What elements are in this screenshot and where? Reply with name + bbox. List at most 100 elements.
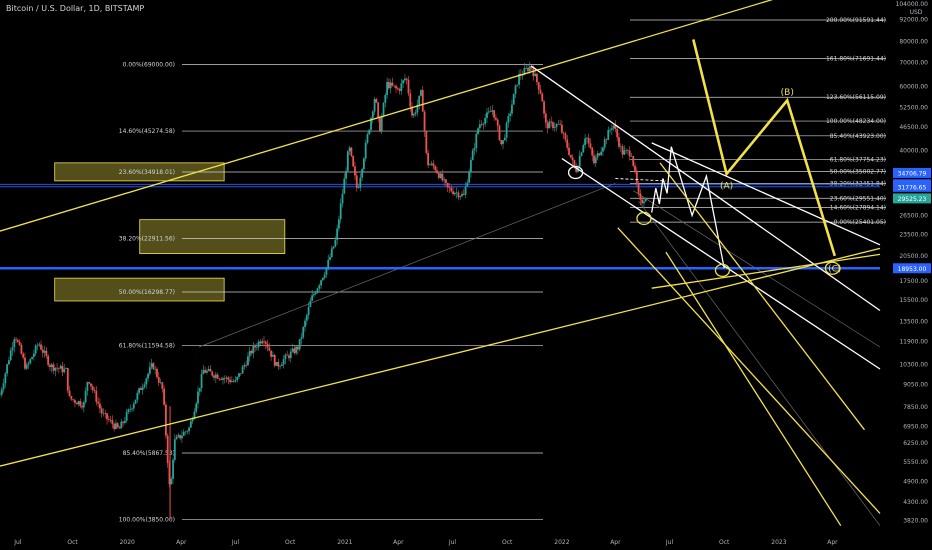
candle-body xyxy=(432,163,435,167)
candle-body xyxy=(24,357,26,369)
candle-body xyxy=(16,340,19,342)
candle-body xyxy=(560,124,563,133)
candle-body xyxy=(161,382,164,389)
y-tick-label: 5550.00 xyxy=(903,459,928,466)
candle-body xyxy=(230,381,233,383)
candle-body xyxy=(159,382,162,384)
candle-body xyxy=(131,408,133,410)
candle-body xyxy=(550,121,553,123)
candle-body xyxy=(63,368,66,373)
candle-body xyxy=(514,85,517,94)
candle-body xyxy=(252,345,255,354)
y-tick-label: 20500.00 xyxy=(899,253,928,260)
projection-line-white-1 xyxy=(561,158,881,370)
candle-body xyxy=(630,156,633,157)
candle-body xyxy=(621,146,624,155)
x-tick-label: Jul xyxy=(448,539,457,546)
x-tick-label: Oct xyxy=(67,539,78,546)
candle-body xyxy=(628,150,631,157)
candle-body xyxy=(318,285,321,289)
candle-body xyxy=(145,378,148,385)
y-tick-label: 3820.00 xyxy=(903,518,928,525)
candle-body xyxy=(22,353,25,358)
candle-body xyxy=(102,413,105,414)
candle-body xyxy=(75,402,78,405)
fib-right-label-6: 50.00%(35002.77) xyxy=(830,169,886,176)
candle-body xyxy=(254,345,256,348)
candle-body xyxy=(111,420,114,425)
x-tick-label: Jul xyxy=(665,539,674,546)
candle-body xyxy=(296,346,299,350)
candle-body xyxy=(602,147,604,152)
candle-body xyxy=(132,403,135,409)
candle-body xyxy=(157,377,160,383)
candle-body xyxy=(8,360,10,365)
candle-body xyxy=(293,348,296,354)
candle-body xyxy=(530,66,533,69)
candle-body xyxy=(612,125,615,129)
candle-body xyxy=(596,153,599,158)
candle-body xyxy=(184,431,187,433)
candle-body xyxy=(314,292,317,295)
candle-body xyxy=(498,125,501,141)
candle-body xyxy=(573,160,576,168)
candle-body xyxy=(43,350,46,353)
candle-body xyxy=(154,368,157,370)
candle-body xyxy=(20,344,23,354)
candle-body xyxy=(204,370,207,373)
candle-body xyxy=(386,82,388,96)
candle-body xyxy=(387,82,390,89)
candle-body xyxy=(148,367,151,374)
trend-line-yellow-4 xyxy=(665,251,842,527)
candle-body xyxy=(214,374,217,378)
fib-box-1 xyxy=(139,219,286,255)
candle-body xyxy=(507,115,510,123)
candle-body xyxy=(68,390,71,397)
candle-body xyxy=(79,401,82,406)
candle-body xyxy=(448,187,451,188)
candle-body xyxy=(502,140,504,145)
candle-body xyxy=(536,73,538,83)
candle-body xyxy=(569,154,572,158)
candle-body xyxy=(518,73,520,85)
candle-body xyxy=(509,113,512,116)
candle-body xyxy=(264,341,267,344)
candle-body xyxy=(396,88,399,90)
candle-body xyxy=(57,368,60,369)
candle-body xyxy=(100,408,103,414)
candle-body xyxy=(168,463,171,485)
candle-body xyxy=(305,315,308,321)
candle-body xyxy=(74,400,76,403)
candle-body xyxy=(243,364,246,367)
fib-left-label-2: 23.60%(34918.01) xyxy=(119,169,175,176)
y-tick-label: 104000.00 xyxy=(896,1,929,8)
candle-body xyxy=(414,112,417,115)
candle-body xyxy=(587,137,590,144)
candle-body xyxy=(434,166,437,171)
marker-circle-3 xyxy=(824,261,841,275)
candle-body xyxy=(555,124,558,128)
y-tick-label: 92000.00 xyxy=(899,16,928,23)
candle-body xyxy=(206,370,208,373)
candle-body xyxy=(113,424,116,429)
y-tick-label: 13500.00 xyxy=(899,319,928,326)
candle-body xyxy=(582,145,585,153)
candles xyxy=(0,61,647,488)
fib-right-label-0: 200.00%(91591.44) xyxy=(826,17,886,24)
y-tick-label: 9050.00 xyxy=(903,382,928,389)
candle-body xyxy=(54,367,57,371)
candle-body xyxy=(295,346,298,354)
candle-body xyxy=(304,320,306,328)
y-tick-label: 40000.00 xyxy=(899,148,928,155)
candle-body xyxy=(59,365,62,369)
candle-body xyxy=(503,137,506,141)
candle-body xyxy=(84,390,87,403)
candle-body xyxy=(320,280,322,286)
candle-body xyxy=(291,348,294,352)
candle-body xyxy=(250,350,253,354)
candle-body xyxy=(49,365,51,368)
candle-body xyxy=(2,383,5,390)
y-tick-label: 46500.00 xyxy=(899,124,928,131)
candle-body xyxy=(443,179,446,181)
